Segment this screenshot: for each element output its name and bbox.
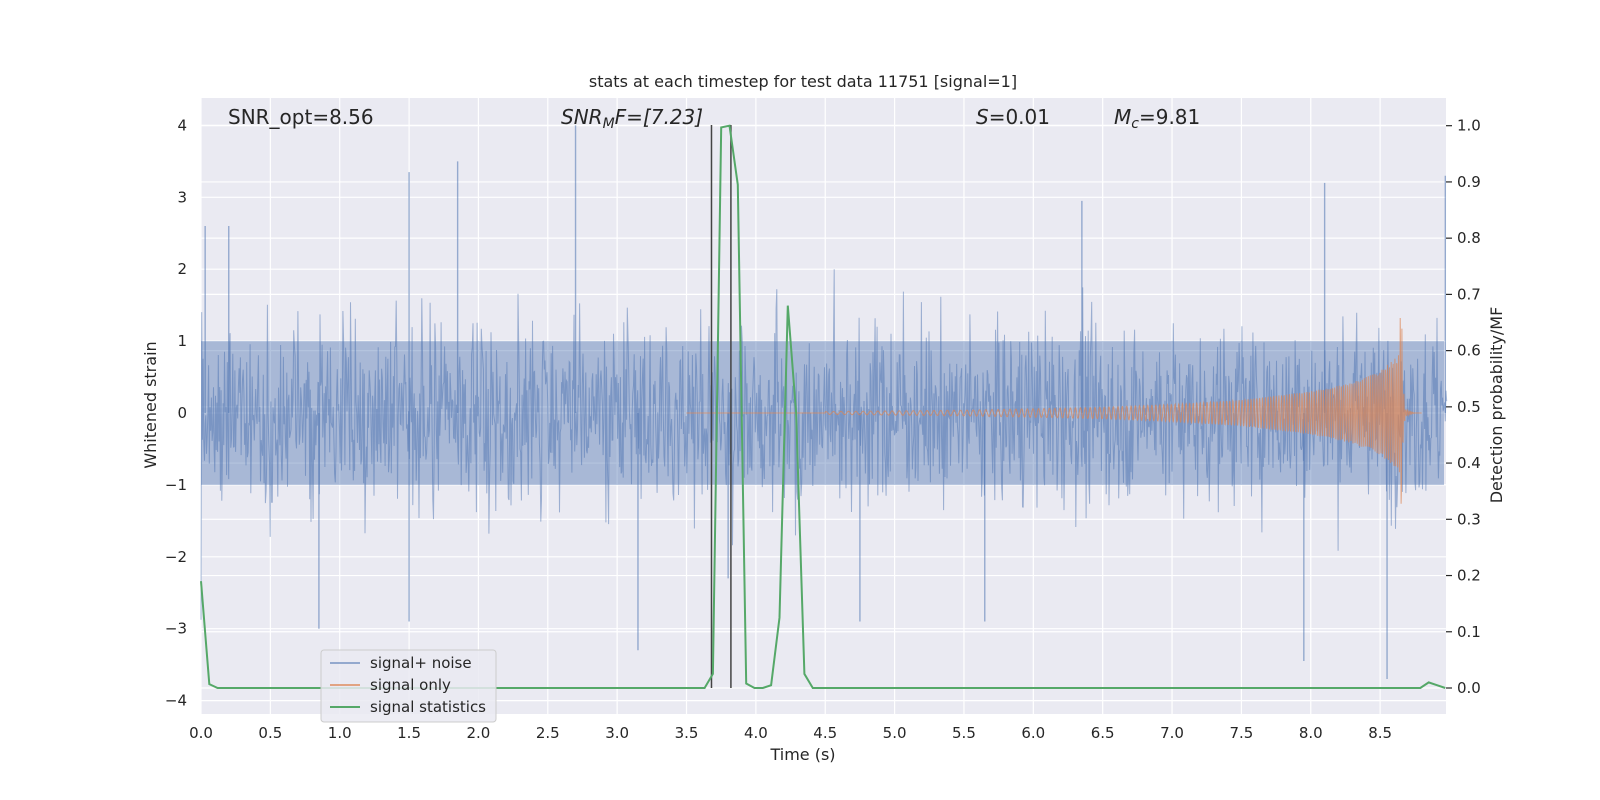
y-right-axis-ticks: 1.0 0.9 0.8 0.7 0.6 0.5 0.4 0.3 0.2 0.1 0.0 [1446, 117, 1481, 697]
x-tick-label: 5.5 [952, 724, 976, 742]
vertical-lines [710, 125, 732, 688]
y-right-tick-label: 0.4 [1457, 454, 1481, 472]
annotation-mc-rest: =9.81 [1139, 105, 1200, 129]
x-tick-label: 2.0 [467, 724, 491, 742]
legend-box [320, 649, 497, 723]
y-right-tick-label: 0.8 [1457, 229, 1481, 247]
signal-only-line [686, 317, 1422, 504]
y-tick-label: −3 [165, 620, 187, 638]
y-tick-label: −2 [165, 548, 187, 566]
y-axis-label: Whitened strain [141, 341, 160, 468]
annotation-snr-opt: SNR_opt=8.56 [228, 105, 374, 129]
x-tick-label: 7.0 [1160, 724, 1184, 742]
y-tick-label: 4 [177, 116, 187, 134]
x-tick-label: 2.5 [536, 724, 560, 742]
y-right-tick-label: 0.9 [1457, 173, 1481, 191]
annotation-mc: Mc=9.81 [1114, 105, 1200, 132]
x-axis-ticks: 0.0 0.5 1.0 1.5 2.0 2.5 3.0 3.5 4.0 4.5 5.0 5.5 6.0 6… [189, 724, 1392, 742]
x-tick-label: 6.0 [1021, 724, 1045, 742]
annotation-snr-mf: SNRMF=[7.23] [561, 105, 703, 132]
y-right-tick-label: 0.1 [1457, 623, 1481, 641]
annotation-mc-sub: c [1131, 116, 1139, 132]
chart-title: stats at each timestep for test data 117… [589, 72, 1017, 91]
legend-label-signal-statistics: signal statistics [370, 698, 486, 716]
x-tick-label: 6.5 [1091, 724, 1115, 742]
y-right-tick-label: 0.3 [1457, 510, 1481, 528]
x-tick-label: 4.5 [813, 724, 837, 742]
x-axis-label: Time (s) [769, 745, 835, 764]
annotation-mc-base: M [1114, 105, 1131, 129]
y-right-tick-label: 0.7 [1457, 285, 1481, 303]
y-right-tick-label: 0.6 [1457, 342, 1481, 360]
y-tick-label: 0 [177, 404, 187, 422]
y-axis-ticks: 4 3 2 1 0 −1 −2 −3 −4 [165, 116, 187, 709]
legend-label-signal-noise: signal+ noise [370, 654, 472, 672]
annotation-s: S=0.01 [976, 105, 1050, 129]
series-signal-only [686, 317, 1422, 504]
y-right-axis-label: Detection probability/MF [1487, 307, 1506, 504]
x-tick-label: 4.0 [744, 724, 768, 742]
y-tick-label: −4 [165, 692, 187, 710]
annotation-snr-mf-base: SNR [561, 105, 603, 129]
y-tick-label: −1 [165, 476, 187, 494]
y-right-tick-label: 1.0 [1457, 117, 1481, 135]
y-tick-label: 2 [177, 260, 187, 278]
annotation-s-rest: =0.01 [989, 105, 1050, 129]
x-tick-label: 0.0 [189, 724, 213, 742]
x-tick-label: 3.0 [605, 724, 629, 742]
y-tick-label: 3 [177, 188, 187, 206]
y-tick-label: 1 [177, 332, 187, 350]
x-tick-label: 8.5 [1368, 724, 1392, 742]
x-tick-label: 8.0 [1299, 724, 1323, 742]
legend: signal+ noise signal only signal statist… [320, 649, 497, 723]
x-tick-label: 1.0 [328, 724, 352, 742]
x-tick-label: 3.5 [675, 724, 699, 742]
y-right-tick-label: 0.2 [1457, 567, 1481, 585]
x-tick-label: 1.5 [397, 724, 421, 742]
x-tick-label: 5.0 [883, 724, 907, 742]
x-tick-label: 0.5 [258, 724, 282, 742]
y-right-tick-label: 0.0 [1457, 679, 1481, 697]
legend-label-signal-only: signal only [370, 676, 451, 694]
annotation-s-italic: S [976, 105, 989, 129]
x-tick-label: 7.5 [1229, 724, 1253, 742]
annotation-snr-mf-rest: F=[7.23] [615, 105, 703, 129]
y-right-tick-label: 0.5 [1457, 398, 1481, 416]
annotation-snr-mf-sub: M [603, 116, 615, 132]
